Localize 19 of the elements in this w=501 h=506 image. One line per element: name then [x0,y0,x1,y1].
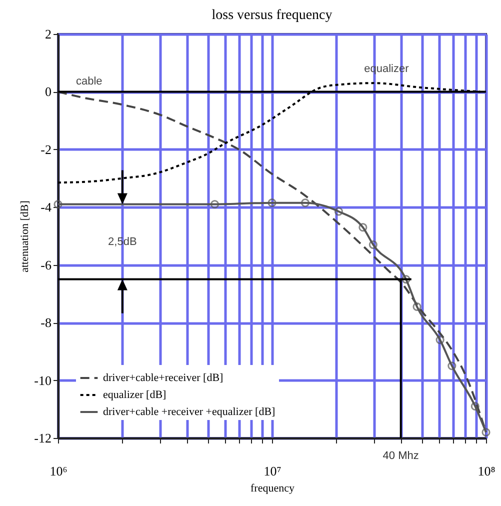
y-axis-title: attenuation [dB] [19,200,32,272]
y-tick-label: 0 [45,84,52,100]
x-tick-label: 10⁶ [50,464,68,478]
y-tick-label: -10 [34,372,52,388]
y-tick-label: 2 [45,26,52,42]
y-tick-label: -12 [34,430,52,446]
x-axis-title: frequency [250,482,295,494]
y-tick-label: -4 [40,200,52,215]
chart-title: loss versus frequency [212,8,332,23]
legend-label: driver+cable+receiver [dB] [103,372,224,384]
x-tick-label: 10⁷ [264,464,282,478]
legend-label: driver+cable +receiver +equalizer [dB] [103,406,276,418]
annotation: cable [76,76,102,88]
y-tick-label: -2 [40,142,52,157]
ref-line-label: 40 Mhz [382,450,419,462]
y-tick-label: -8 [40,315,52,330]
legend-label: equalizer [dB] [103,389,166,401]
x-tick-label: 10⁸ [478,464,496,478]
y-tick-label: -6 [40,257,52,272]
